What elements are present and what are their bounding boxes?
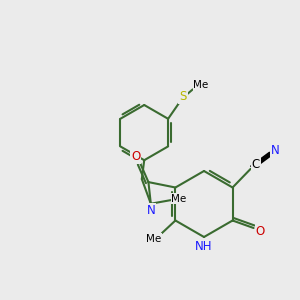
Text: NH: NH bbox=[195, 240, 213, 253]
Text: N: N bbox=[271, 144, 279, 157]
Text: Me: Me bbox=[146, 233, 161, 244]
Text: S: S bbox=[179, 90, 187, 103]
Text: Me: Me bbox=[171, 194, 187, 204]
Text: C: C bbox=[252, 158, 260, 171]
Text: N: N bbox=[146, 204, 155, 217]
Text: O: O bbox=[131, 150, 140, 164]
Text: Me: Me bbox=[194, 80, 209, 90]
Text: O: O bbox=[256, 225, 265, 238]
